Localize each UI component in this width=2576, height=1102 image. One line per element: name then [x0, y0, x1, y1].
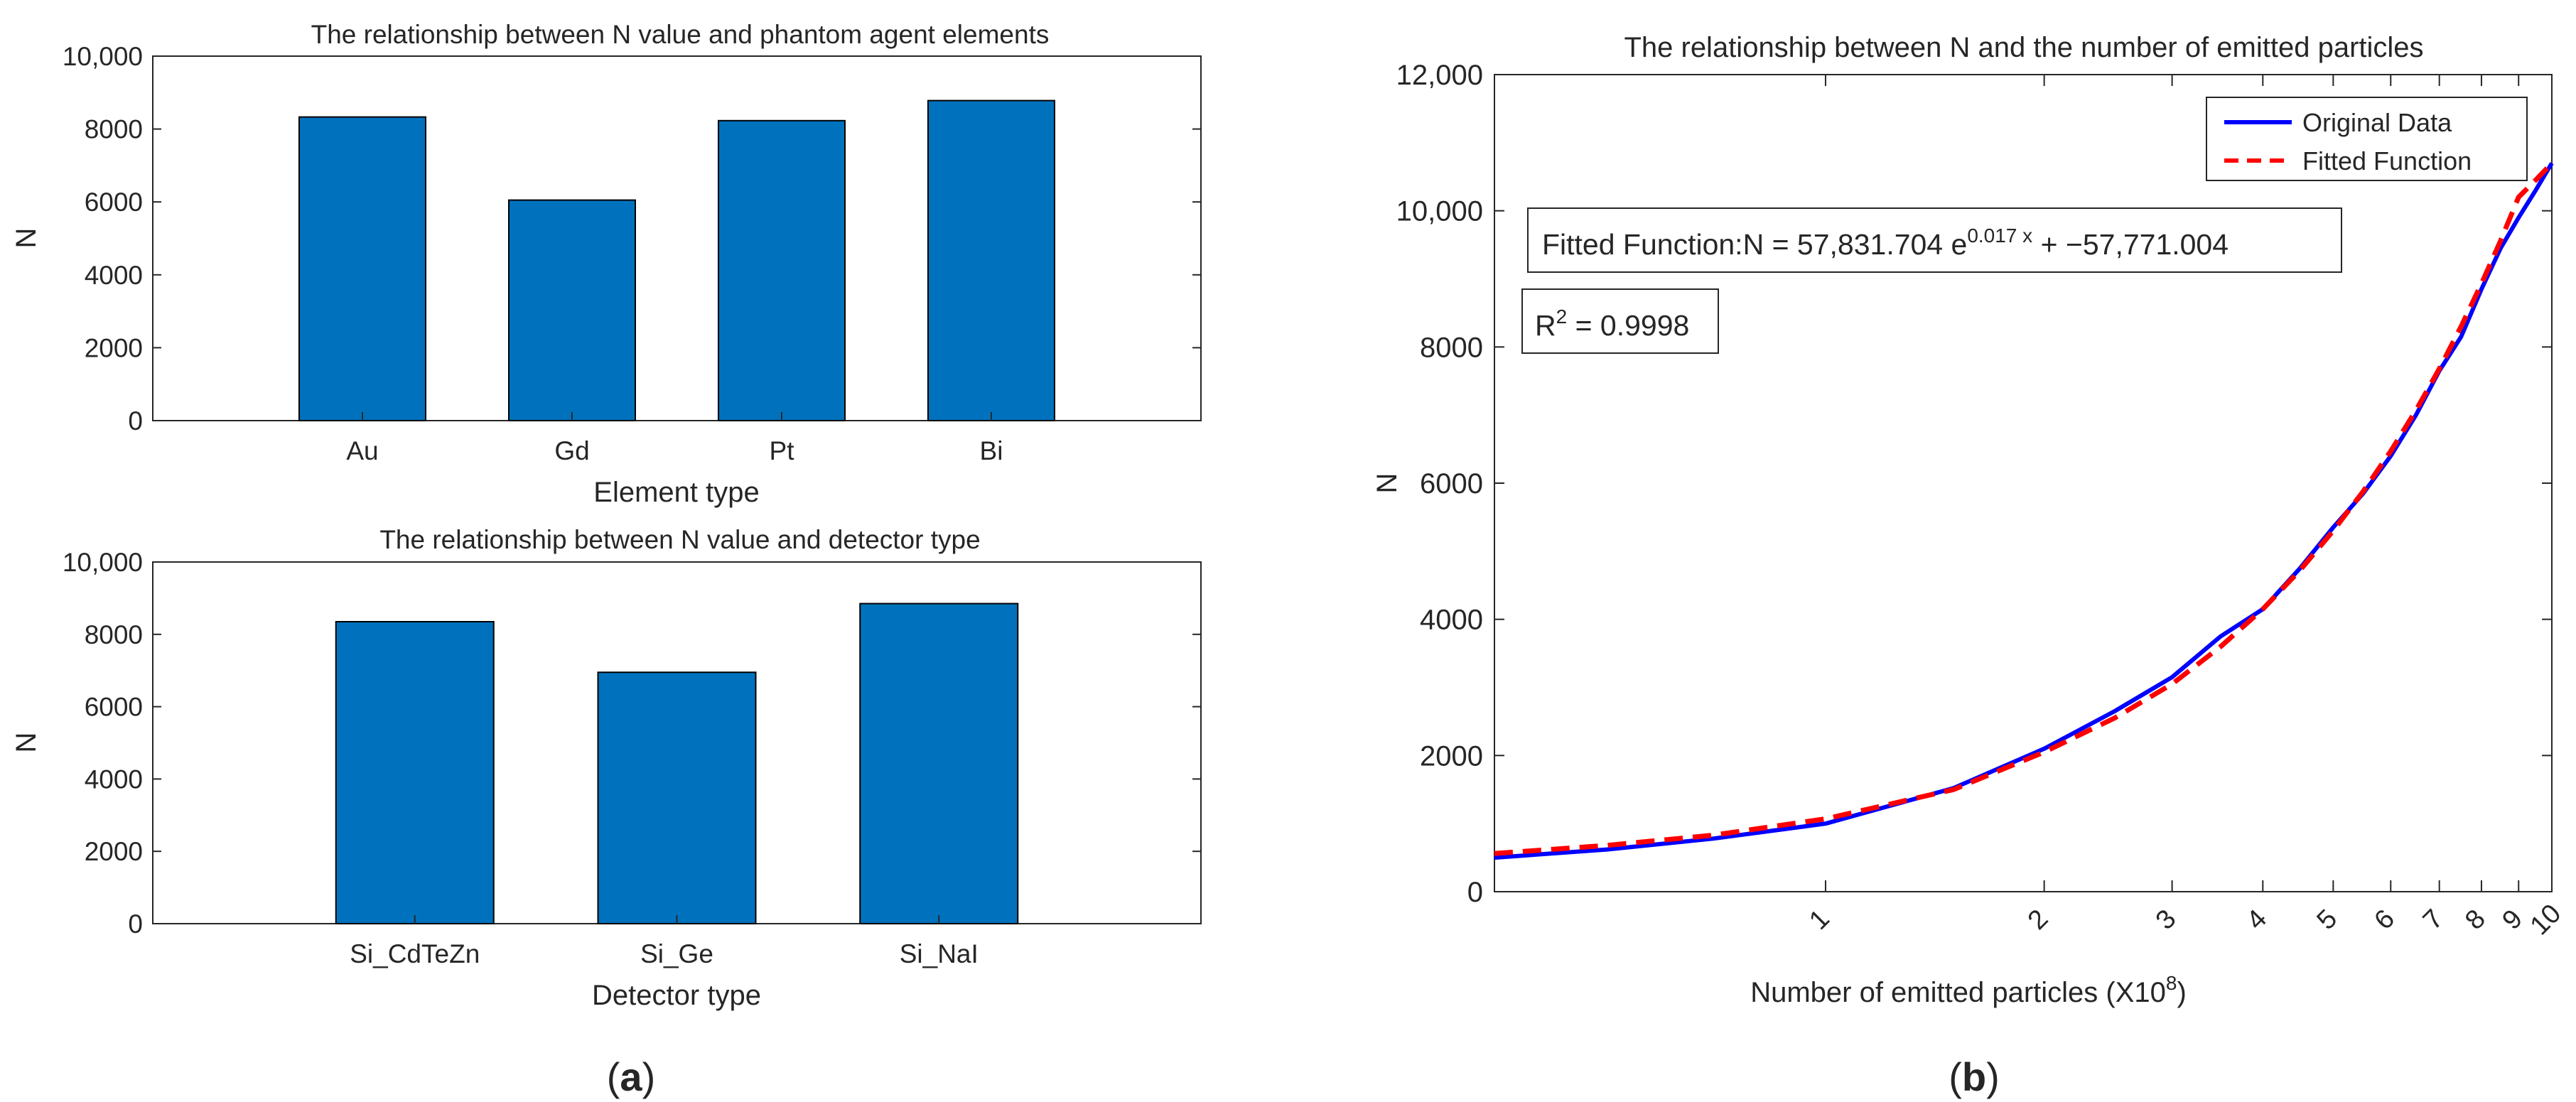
legend-box: [2206, 97, 2528, 181]
bar-si-cdtezn: [335, 620, 495, 924]
bar-bi: [927, 99, 1055, 421]
y-tick-label: 10,000: [1396, 196, 1483, 227]
x-tick-label: 4: [2241, 904, 2273, 936]
x-tick-label: 8: [2459, 904, 2491, 936]
y-axis-label: N: [11, 733, 42, 753]
y-tick-label: 10,000: [63, 548, 143, 577]
panel-label-a-group: (a): [607, 1054, 655, 1099]
y-tick-label: 4000: [85, 261, 143, 290]
element-bar-chart: The relationship between N value and pha…: [11, 20, 1202, 508]
x-axis-label: Number of emitted particles (X108): [1750, 972, 2187, 1008]
plot-frame: [152, 55, 1202, 421]
legend-original-label: Original Data: [2302, 108, 2452, 137]
y-tick-label: 2000: [1420, 740, 1483, 772]
emitted-particles-line-chart: The relationship between N and the numbe…: [1371, 32, 2567, 1008]
y-tick-label: 2000: [85, 333, 143, 362]
r-squared-box: R2 = 0.9998: [1521, 288, 1719, 354]
y-tick-label: 0: [1467, 877, 1483, 908]
bar-au: [298, 116, 426, 422]
y-tick-label: 4000: [85, 765, 143, 794]
chart-title: The relationship between N and the numbe…: [1624, 32, 2423, 63]
r-squared-value: R2 = 0.9998: [1535, 306, 1689, 342]
y-tick-label: 6000: [1420, 468, 1483, 499]
r-squared-frame: [1521, 288, 1719, 354]
fit-equation: Fitted Function:N = 57,831.704 e0.017 x …: [1542, 225, 2229, 261]
y-axis-label: N: [11, 228, 42, 249]
x-tick-label: Au: [346, 436, 378, 465]
panel-label-b: (b): [1949, 1054, 2000, 1099]
plot-frame: [1494, 74, 2553, 892]
y-tick-label: 8000: [85, 115, 143, 144]
x-tick-label: Gd: [554, 436, 589, 465]
y-tick-label: 0: [128, 909, 143, 939]
x-tick-label: 3: [2150, 904, 2182, 936]
chart-title: The relationship between N value and pha…: [311, 20, 1050, 49]
y-tick-label: 6000: [85, 693, 143, 722]
x-tick-label: Si_CdTeZn: [350, 939, 480, 968]
bar-pt: [718, 119, 846, 421]
bar-si-nai: [859, 603, 1019, 924]
x-tick-label: Pt: [770, 436, 795, 465]
legend-fitted-label: Fitted Function: [2302, 146, 2472, 175]
x-tick-label: 7: [2418, 904, 2450, 936]
fit-equation-box: Fitted Function:N = 57,831.704 e0.017 x …: [1527, 207, 2342, 273]
x-tick-label: 6: [2368, 904, 2400, 936]
x-axis-label: Element type: [593, 477, 759, 508]
x-axis-label: Detector type: [592, 980, 761, 1011]
fitted-function-line: [1494, 161, 2554, 856]
chart-title: The relationship between N value and det…: [379, 525, 980, 554]
y-tick-label: 6000: [85, 188, 143, 217]
detector-bar-chart: The relationship between N value and det…: [11, 525, 1202, 1011]
x-tick-label: 10: [2525, 899, 2567, 941]
x-tick-label: 1: [1804, 904, 1836, 936]
y-tick-label: 2000: [85, 837, 143, 866]
bar-gd: [508, 199, 636, 421]
x-tick-label: Bi: [980, 436, 1003, 465]
y-tick-label: 8000: [1420, 332, 1483, 363]
y-tick-label: 12,000: [1396, 60, 1483, 91]
legend: Original Data Fitted Function: [2206, 97, 2528, 181]
bar-si-ge: [597, 671, 757, 924]
x-tick-label: 5: [2312, 904, 2344, 936]
y-tick-label: 0: [128, 406, 143, 436]
y-axis-label: N: [1371, 473, 1403, 494]
panel-label-a: (a): [607, 1054, 655, 1099]
x-tick-label: 2: [2022, 904, 2054, 936]
x-tick-label: 9: [2496, 904, 2528, 936]
x-tick-label: Si_Ge: [640, 939, 713, 968]
y-tick-label: 10,000: [63, 42, 143, 71]
y-tick-label: 8000: [85, 620, 143, 649]
x-tick-label: Si_NaI: [900, 939, 979, 968]
fit-equation-frame: [1527, 207, 2342, 273]
panel-label-b-group: (b): [1949, 1054, 2000, 1099]
y-tick-label: 4000: [1420, 605, 1483, 636]
